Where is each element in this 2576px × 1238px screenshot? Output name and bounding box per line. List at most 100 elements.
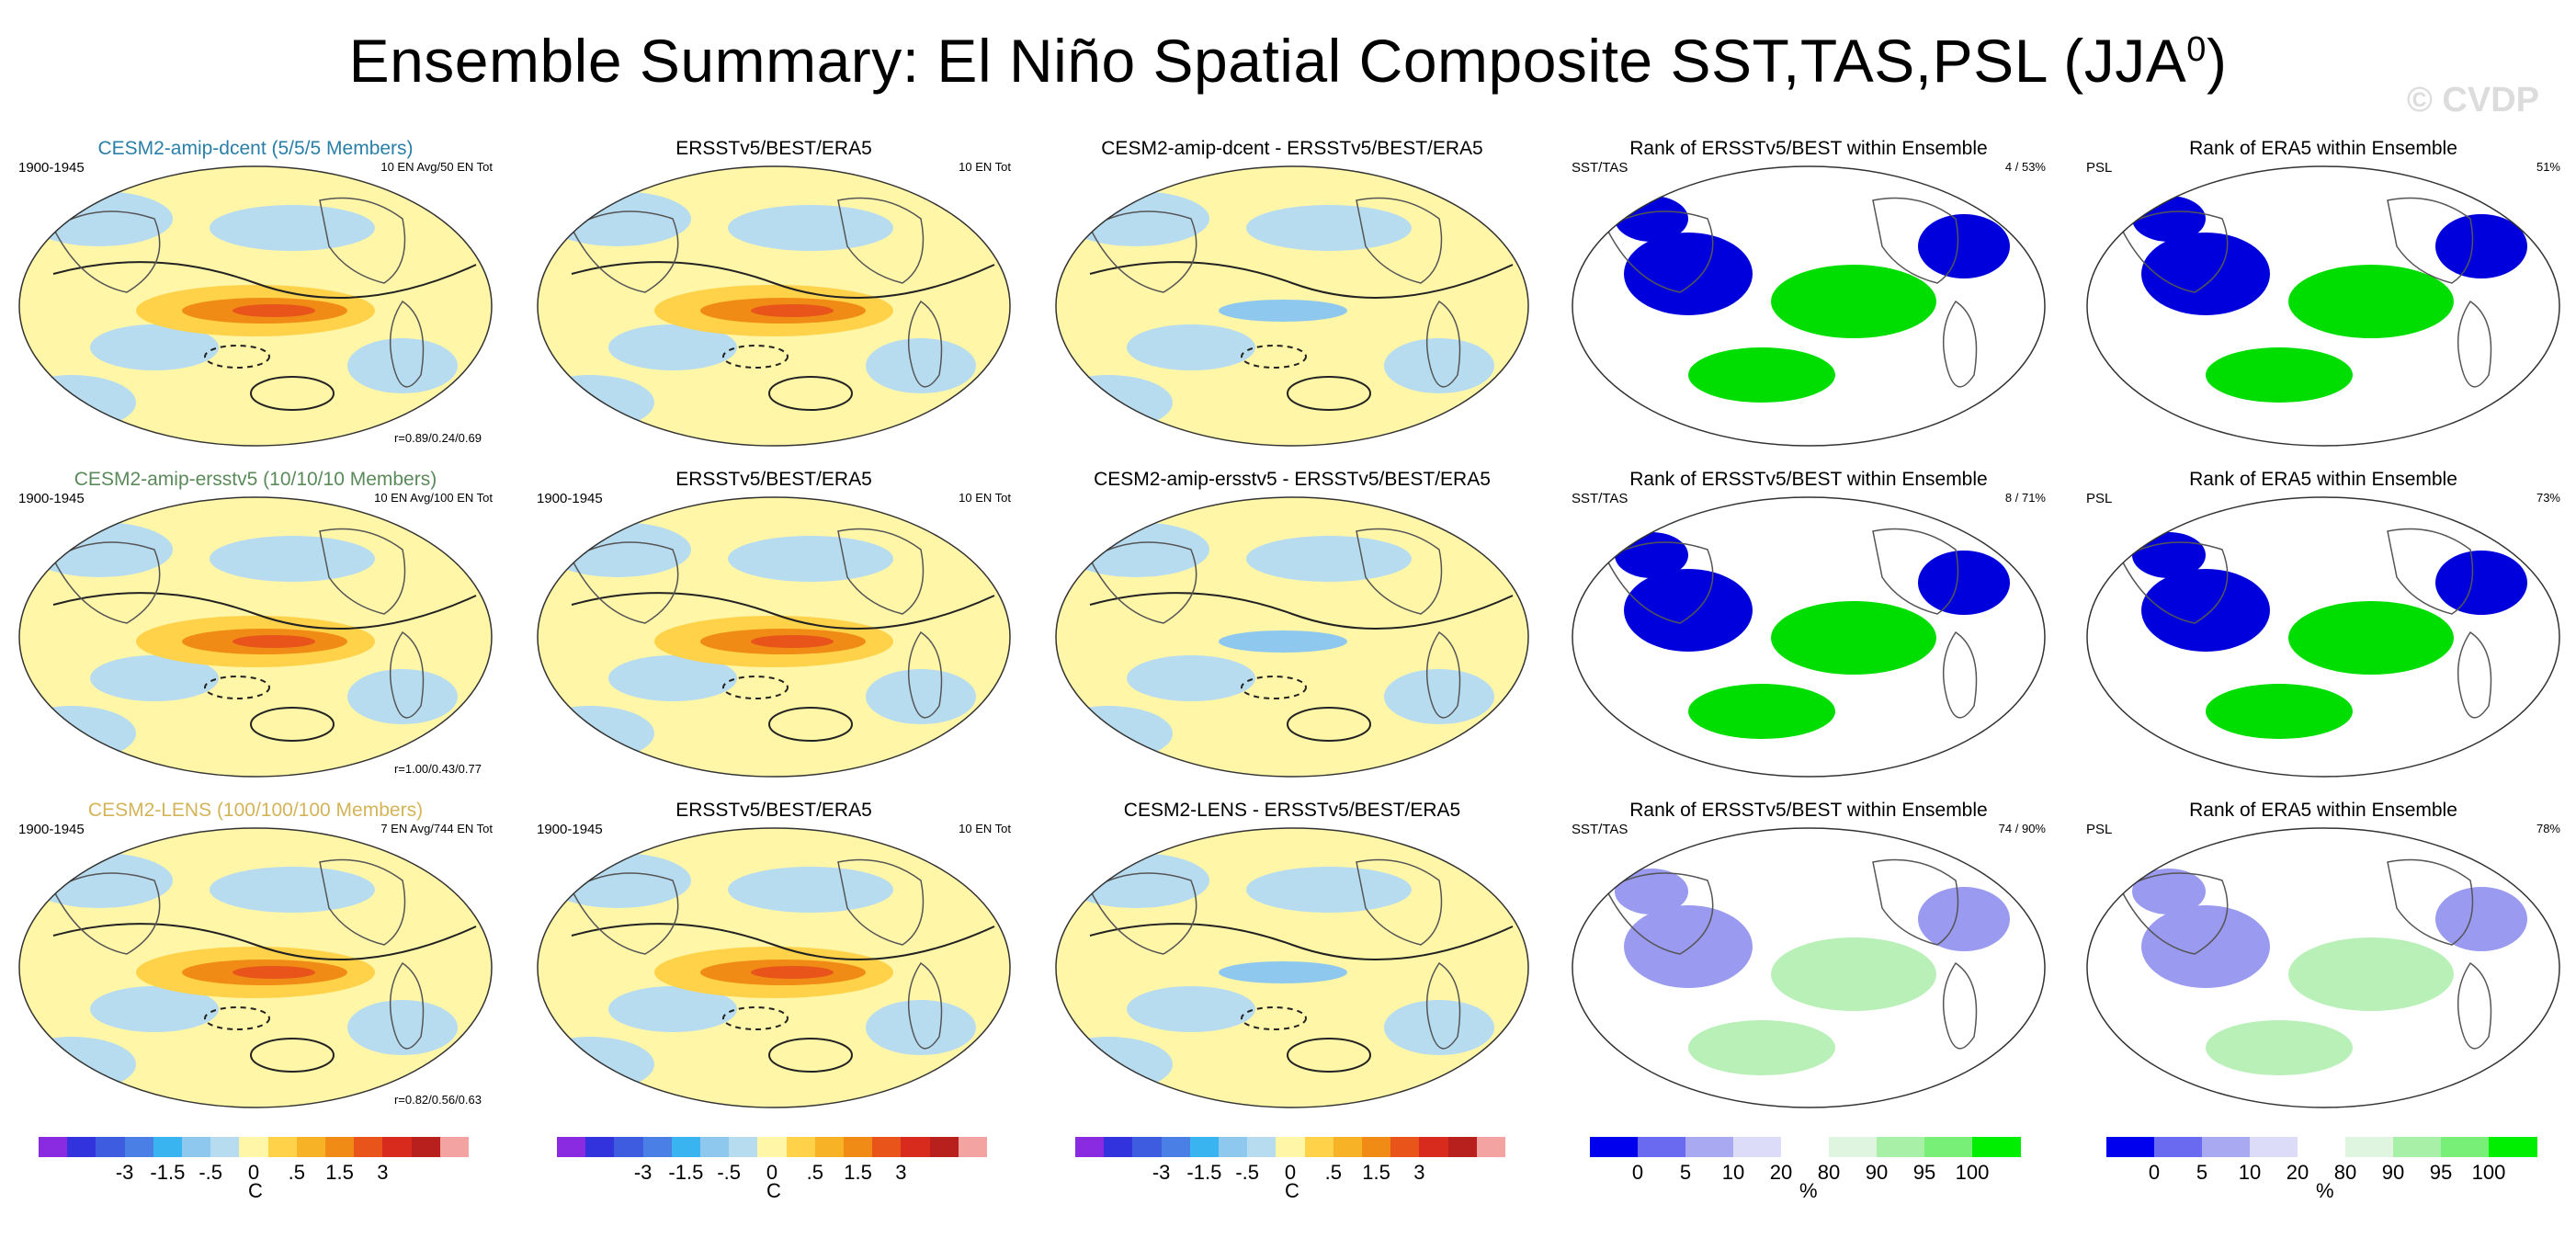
colorbar-tick-label: 0 — [766, 1161, 778, 1184]
colorbar-tick-label: 1.5 — [325, 1161, 354, 1184]
colorbar-tick-label: 0 — [1631, 1161, 1644, 1184]
global-map — [2086, 496, 2560, 778]
colorbar-swatch — [411, 1137, 441, 1157]
panel-title: ERSSTv5/BEST/ERA5 — [675, 800, 872, 821]
panel-right-label: 73% — [2536, 491, 2560, 505]
colorbar-swatch — [872, 1137, 902, 1157]
colorbar-swatch — [67, 1137, 96, 1157]
colorbar-swatch — [1189, 1137, 1220, 1157]
colorbar-tick-label: 0 — [247, 1161, 260, 1184]
colorbar-swatch — [2298, 1137, 2346, 1157]
colorbar-tick-label: 90 — [1865, 1161, 1889, 1184]
colorbar-tick-label: -3 — [633, 1161, 653, 1184]
panel-title: Rank of ERSSTv5/BEST within Ensemble — [1629, 800, 1988, 821]
panel-right-label: 10 EN Avg/100 EN Tot — [374, 491, 493, 505]
colorbar-swatch — [1829, 1137, 1878, 1157]
map-panel: ERSSTv5/BEST/ERA5 1900-1945 10 EN Tot — [535, 798, 1013, 1110]
colorbar-swatch — [814, 1137, 845, 1157]
colorbar-swatch — [354, 1137, 383, 1157]
colorbar-swatch — [786, 1137, 816, 1157]
colorbar-tick-label: 1.5 — [844, 1161, 872, 1184]
panel-left-label: 1900-1945 — [537, 822, 603, 837]
colorbar-swatch — [1590, 1137, 1639, 1157]
panel-title: ERSSTv5/BEST/ERA5 — [675, 138, 872, 159]
panel-left-label: 1900-1945 — [18, 491, 85, 506]
colorbar-swatch — [1362, 1137, 1391, 1157]
map-panel: Rank of ERSSTv5/BEST within Ensemble SST/… — [1570, 467, 2048, 779]
colorbar-swatch — [2393, 1137, 2442, 1157]
panel-correlation: r=0.82/0.56/0.63 — [393, 1093, 482, 1107]
panel-left-label: PSL — [2086, 491, 2113, 506]
colorbar-tick-label: 20 — [2286, 1161, 2309, 1184]
panel-right-label: 7 EN Avg/744 EN Tot — [380, 822, 493, 835]
colorbar-swatch — [1104, 1137, 1133, 1157]
colorbar-temp-1: -3 -1.5 -.5 0 .5 1.5 3 C — [39, 1137, 470, 1238]
colorbar-temp-2: -3 -1.5 -.5 0 .5 1.5 3 C — [557, 1137, 988, 1238]
map-panel: ERSSTv5/BEST/ERA5 1900-1945 10 EN Tot — [535, 467, 1013, 779]
colorbar-swatch — [2154, 1137, 2203, 1157]
map-panel: CESM2-LENS (100/100/100 Members) 1900-194… — [17, 798, 494, 1110]
colorbar-swatch — [929, 1137, 959, 1157]
map-panel: Rank of ERSSTv5/BEST within Ensemble SST/… — [1570, 798, 2048, 1110]
colorbar-tick-label: -.5 — [199, 1161, 223, 1184]
map-panel: CESM2-amip-dcent - ERSSTv5/BEST/ERA5 — [1053, 136, 1531, 449]
colorbar-tick-label: 100 — [1955, 1161, 1990, 1184]
global-map — [537, 165, 1011, 447]
colorbar-swatch — [1924, 1137, 1973, 1157]
colorbar-tick-label: .5 — [806, 1161, 823, 1184]
global-map — [2086, 165, 2560, 447]
colorbar-swatch — [1075, 1137, 1105, 1157]
colorbar-swatch — [439, 1137, 470, 1157]
panel-right-label: 10 EN Tot — [959, 491, 1011, 505]
panel-left-label: SST/TAS — [1572, 160, 1628, 176]
colorbar-swatch — [39, 1137, 68, 1157]
colorbar-swatch — [901, 1137, 931, 1157]
colorbar-tick-label: 95 — [1912, 1161, 1936, 1184]
colorbar-swatch — [1972, 1137, 2021, 1157]
colorbar-swatch — [1161, 1137, 1191, 1157]
colorbar-swatch — [642, 1137, 673, 1157]
colorbar-swatch — [210, 1137, 240, 1157]
colorbar-rank-psl: 0 5 10 20 80 90 95 100% — [2106, 1137, 2537, 1238]
panel-right-label: 51% — [2536, 160, 2560, 174]
colorbar-swatch — [1333, 1137, 1363, 1157]
panel-right-label: 10 EN Tot — [959, 160, 1011, 174]
colorbar-swatch — [2441, 1137, 2490, 1157]
global-map — [2086, 827, 2560, 1108]
colorbar-tick-label: 0 — [1284, 1161, 1297, 1184]
panel-right-label: 10 EN Tot — [959, 822, 1011, 835]
map-panel: Rank of ERA5 within Ensemble PSL 73% — [2084, 467, 2562, 779]
colorbar-tick-label: -.5 — [717, 1161, 742, 1184]
colorbar-swatch — [1419, 1137, 1449, 1157]
panel-title: CESM2-LENS - ERSSTv5/BEST/ERA5 — [1123, 800, 1461, 821]
colorbar-swatch — [757, 1137, 788, 1157]
cvdp-watermark: © CVDP — [2406, 81, 2539, 119]
figure-title: Ensemble Summary: El Niño Spatial Compos… — [348, 27, 2228, 95]
map-panel: CESM2-amip-ersstv5 (10/10/10 Members) 190… — [17, 467, 494, 779]
colorbar-swatch — [1219, 1137, 1248, 1157]
global-map — [537, 827, 1011, 1108]
colorbar-swatch — [844, 1137, 873, 1157]
colorbar-swatch — [267, 1137, 298, 1157]
global-map — [1055, 827, 1529, 1108]
colorbar-tick-label: -3 — [1152, 1161, 1171, 1184]
panel-left-label: SST/TAS — [1572, 491, 1628, 506]
panel-correlation: r=0.89/0.24/0.69 — [393, 431, 482, 445]
panel-title: CESM2-amip-dcent (5/5/5 Members) — [97, 138, 414, 159]
panel-title: ERSSTv5/BEST/ERA5 — [675, 469, 872, 490]
global-map — [1572, 496, 2046, 778]
colorbar-tick-label: -3 — [115, 1161, 134, 1184]
colorbar-swatch — [239, 1137, 269, 1157]
colorbar-tick-label: 20 — [1769, 1161, 1793, 1184]
panel-title: CESM2-amip-ersstv5 - ERSSTv5/BEST/ERA5 — [1094, 469, 1491, 490]
colorbar-tick-label: 80 — [2333, 1161, 2357, 1184]
colorbar-tick-label: -1.5 — [150, 1161, 186, 1184]
colorbar-swatch — [2106, 1137, 2155, 1157]
panel-title: CESM2-amip-ersstv5 (10/10/10 Members) — [74, 469, 437, 490]
colorbar-swatch — [182, 1137, 211, 1157]
colorbar-unit: % — [1799, 1179, 1818, 1202]
colorbar-swatch — [958, 1137, 988, 1157]
global-map — [1055, 165, 1529, 447]
colorbar-tick-label: 95 — [2429, 1161, 2453, 1184]
colorbar-swatch — [382, 1137, 413, 1157]
